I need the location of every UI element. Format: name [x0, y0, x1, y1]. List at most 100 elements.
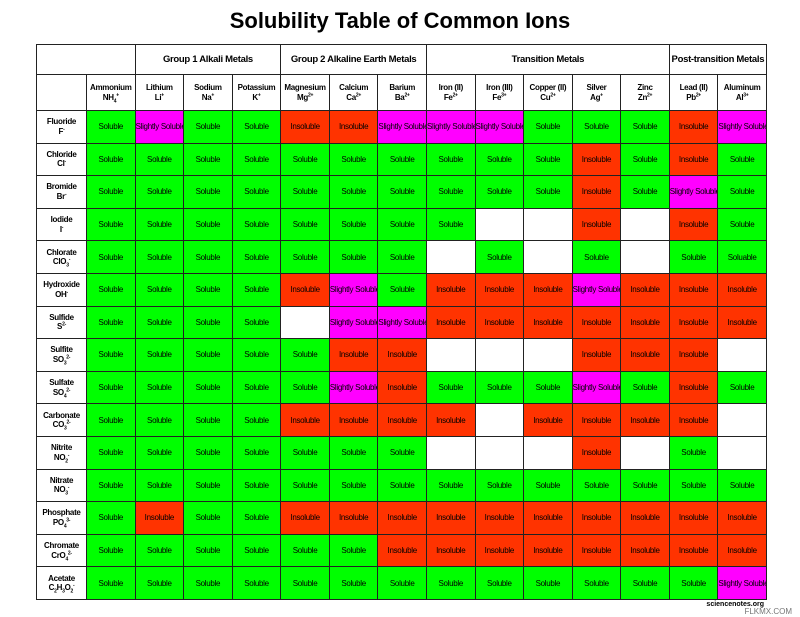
formula-part: F	[58, 126, 64, 136]
cell	[620, 240, 670, 274]
cell: Soluble	[620, 370, 670, 405]
cell: Soluble	[134, 370, 185, 405]
formula-part: 2-	[66, 354, 71, 361]
cation-formula: Zn2+	[622, 92, 669, 102]
cell: Insoluble	[474, 272, 525, 307]
anion-row: Chromate CrO42- Soluble Soluble Soluble Solub…	[36, 533, 767, 568]
cell: Soluble	[134, 468, 185, 503]
cation-header: Iron (II) Fe2+	[425, 74, 476, 111]
cell: Soluble	[717, 207, 767, 242]
cell: Soluble	[377, 435, 427, 470]
formula-part: Pb	[686, 92, 696, 102]
formula-part: 3+	[501, 91, 507, 98]
formula-part: Fe	[492, 92, 502, 102]
formula-part: K	[252, 92, 258, 102]
anion-header: Phosphate PO43-	[36, 501, 87, 535]
cell: Soluble	[474, 142, 525, 177]
formula-part: -	[64, 191, 67, 198]
cell: Soluble	[231, 305, 282, 340]
cell: Soluble	[668, 435, 719, 470]
cell: Insoluble	[668, 501, 719, 535]
cell: Soluble	[377, 566, 427, 600]
formula-part: Ba	[394, 92, 405, 102]
cation-formula: Pb2+	[670, 92, 717, 102]
cell: Soluble	[86, 207, 136, 242]
cation-name: Sodium	[194, 83, 222, 93]
cation-header: Iron (III) Fe3+	[474, 74, 525, 111]
cation-name: Zinc	[637, 83, 653, 93]
cell: Insoluble	[377, 338, 427, 372]
formula-part: I	[59, 224, 62, 234]
cell: Soluble	[280, 338, 330, 372]
cell: Soluble	[474, 468, 525, 503]
cation-formula: Li+	[136, 92, 183, 102]
cell	[523, 435, 573, 470]
cell: Insoluble	[280, 501, 330, 535]
cell: Soluble	[620, 142, 670, 177]
formula-part: 3+	[743, 91, 749, 98]
cell: Soluble	[523, 142, 573, 177]
cell: Slightly Soluble	[717, 110, 767, 144]
cell: Soluble	[134, 240, 185, 274]
formula-part: ClO	[52, 257, 67, 267]
cell: Soluble	[668, 468, 719, 503]
cell: Insoluble	[620, 272, 670, 307]
cell: Soluble	[231, 207, 282, 242]
cation-header: Potassium K+	[231, 74, 282, 111]
cell: Soluble	[328, 533, 379, 568]
anion-formula: OH-	[38, 290, 86, 300]
cell: Soluble	[523, 110, 573, 144]
anion-row: Nitrite NO2- Soluble Soluble Soluble Soluble S…	[36, 435, 767, 470]
cell: Insoluble	[571, 435, 622, 470]
formula-part: 2	[65, 458, 68, 465]
cell: Insoluble	[668, 110, 719, 144]
cell: Soluble	[328, 207, 379, 242]
cell: Insoluble	[523, 305, 573, 340]
anion-header: Sulfide S2-	[36, 305, 87, 340]
cell: Soluble	[328, 435, 379, 470]
anion-header: Nitrite NO2-	[36, 435, 87, 470]
anion-name: Bromide	[46, 182, 77, 192]
cell: Insoluble	[377, 403, 427, 437]
cell: Soluble	[134, 435, 185, 470]
cell: Soluble	[231, 175, 282, 209]
formula-part: Ca	[346, 92, 356, 102]
cation-name: Barium	[389, 83, 416, 93]
cell: Slightly Soluble	[377, 110, 427, 144]
cell: Insoluble	[571, 403, 622, 437]
formula-part: -	[67, 484, 70, 491]
cell: Insoluble	[523, 272, 573, 307]
anion-name: Chromate	[44, 540, 79, 550]
corner	[36, 44, 136, 75]
cell: Soluble	[668, 566, 719, 600]
cell: Insoluble	[425, 533, 476, 568]
cation-name: Iron (III)	[486, 83, 513, 93]
formula-part: 2-	[62, 321, 66, 328]
cation-name: Copper (II)	[529, 83, 567, 93]
cell: Soluble	[134, 338, 185, 372]
cell: Insoluble	[328, 338, 379, 372]
cell: Soluble	[474, 370, 525, 405]
anion-header: Nitrate NO3-	[36, 468, 87, 503]
cell: Soluble	[571, 468, 622, 503]
cation-formula: NH4+	[87, 92, 134, 103]
cell: Insoluble	[717, 533, 767, 568]
cell: Soluble	[183, 175, 233, 209]
cell: Insoluble	[425, 501, 476, 535]
anion-name: Nitrate	[49, 475, 74, 485]
cation-name: Potassium	[237, 83, 276, 93]
cell: Soluble	[183, 207, 233, 242]
cell: Soluble	[134, 305, 185, 340]
formula-part: 2+	[355, 91, 361, 98]
cell: Insoluble	[571, 305, 622, 340]
anion-formula: I-	[38, 224, 86, 235]
cell: Slightly Soluble	[571, 272, 622, 307]
cell: Soluble	[668, 240, 719, 274]
cell: Insoluble	[571, 501, 622, 535]
cell: Insoluble	[717, 305, 767, 340]
anion-formula: NO2-	[38, 453, 86, 465]
formula-part: 3	[65, 490, 68, 497]
cell: Soluble	[328, 175, 379, 209]
anion-header: Iodide I-	[36, 207, 87, 242]
cell: Insoluble	[377, 533, 427, 568]
